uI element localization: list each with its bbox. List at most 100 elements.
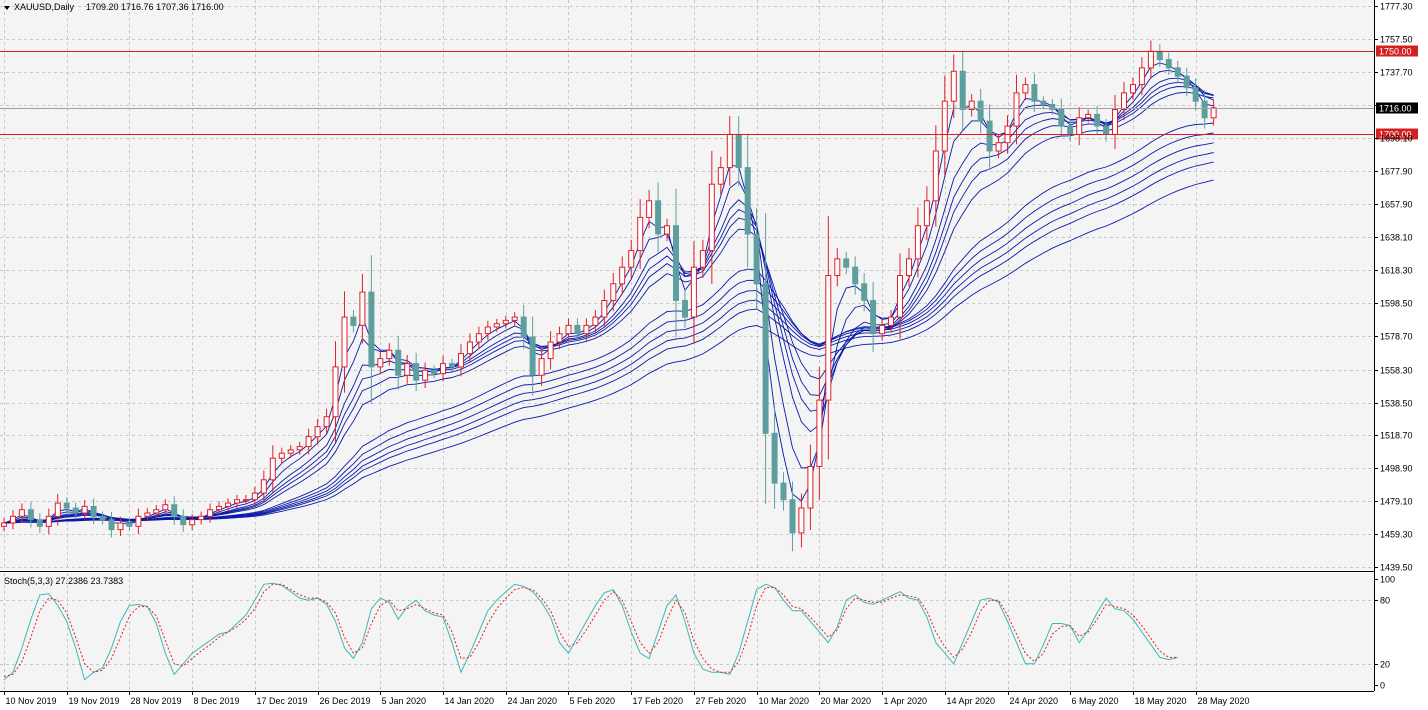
price-tick-label: 1737.70: [1380, 68, 1413, 78]
time-tick-label: 20 Mar 2020: [821, 696, 872, 706]
candle-body: [825, 275, 832, 401]
candle-body: [368, 291, 375, 368]
candle-body: [1174, 67, 1181, 77]
main-plot-area[interactable]: [0, 0, 1374, 570]
time-tick-label: 27 Feb 2020: [696, 696, 747, 706]
candle-body: [502, 319, 509, 325]
candle-body: [655, 200, 662, 235]
time-tick-label: 26 Dec 2019: [320, 696, 371, 706]
price-tick-label: 1618.30: [1380, 266, 1413, 276]
candle-body: [664, 225, 670, 235]
candle-body: [484, 326, 491, 335]
price-axis: 1777.30 1757.50 1737.70 1698.10 1677.90 1657.…: [1374, 2, 1413, 573]
candle-body: [601, 300, 608, 318]
candle-body: [1058, 109, 1065, 127]
candle-body: [914, 225, 921, 260]
time-tick-label: 14 Jan 2020: [445, 696, 495, 706]
candle-body: [699, 250, 706, 268]
price-tick-label: 1757.50: [1380, 35, 1413, 45]
candle-body: [171, 504, 178, 517]
candle-body: [592, 316, 599, 326]
candle-body: [950, 70, 957, 102]
candle-body: [1, 522, 7, 527]
ma-line-60: [3, 179, 1214, 524]
candle-body: [637, 216, 644, 252]
candle-body: [81, 505, 88, 514]
candle-body: [870, 300, 877, 335]
stoch-tick-label: 80: [1380, 596, 1390, 606]
candle-body: [135, 515, 142, 527]
time-tick-label: 14 Apr 2020: [947, 696, 996, 706]
time-tick-label: 6 May 2020: [1072, 696, 1119, 706]
candle-body: [1201, 100, 1208, 119]
candle-body: [798, 507, 805, 534]
stoch-tick-label: 0: [1380, 681, 1385, 691]
candle-body: [1085, 113, 1092, 119]
time-tick-label: 24 Apr 2020: [1010, 696, 1059, 706]
candle-body: [879, 324, 886, 335]
candle-body: [565, 324, 572, 335]
candle-body: [1147, 50, 1154, 69]
stoch-signal-line: [3, 583, 1178, 677]
price-level-tag: [1376, 128, 1418, 140]
candle-body: [1130, 84, 1136, 94]
candle-body: [413, 363, 420, 381]
candle-body: [574, 324, 581, 335]
price-tick-label: 1498.90: [1380, 464, 1413, 474]
price-tick-label: 1479.10: [1380, 497, 1413, 507]
candle-body: [108, 519, 115, 531]
candle-body: [72, 507, 79, 514]
candle-body: [923, 200, 930, 227]
candle-body: [466, 341, 473, 355]
time-tick-label: 19 Nov 2019: [69, 696, 120, 706]
candle-body: [287, 449, 294, 454]
candle-body: [278, 452, 285, 459]
candle-body: [90, 505, 97, 517]
candle-body: [511, 316, 518, 321]
price-tick-label: 1558.30: [1380, 366, 1413, 376]
candle-body: [1138, 67, 1145, 86]
candle-body: [1067, 125, 1074, 135]
candle-body: [1183, 75, 1190, 89]
collapse-triangle-icon[interactable]: [4, 6, 10, 10]
candle-body: [1094, 113, 1101, 127]
candle-body: [314, 426, 321, 438]
candle-body: [1112, 109, 1118, 135]
candle-body: [493, 323, 500, 328]
current-price-tag: [1376, 102, 1418, 114]
candle-body: [717, 167, 724, 185]
time-tick-label: 17 Feb 2020: [633, 696, 684, 706]
candle-body: [207, 509, 214, 517]
chart-symbol-label: XAUUSD,Daily: [14, 2, 75, 12]
candle-body: [10, 515, 16, 524]
candle-body: [583, 324, 590, 335]
candle-body: [520, 316, 527, 338]
horizontal-levels[interactable]: 1750.00 1700.00 1716.00: [0, 45, 1418, 140]
candle-body: [628, 250, 635, 268]
candle-body: [762, 283, 769, 434]
candle-body: [260, 479, 267, 494]
candle-body: [690, 266, 697, 318]
candle-body: [341, 316, 348, 368]
candle-body: [1013, 92, 1020, 127]
candle-body: [1031, 84, 1038, 102]
candle-body: [153, 509, 160, 514]
candle-body: [780, 482, 787, 501]
chart-ohlc-label: 1709.20 1716.76 1707.36 1716.00: [86, 2, 224, 12]
stochastic-plot-area[interactable]: [0, 573, 1374, 691]
candle-body: [897, 275, 903, 318]
candle-body: [968, 100, 975, 110]
candle-body: [189, 519, 196, 526]
candle-body: [735, 133, 742, 169]
candle-body: [225, 502, 231, 507]
time-tick-label: 28 Nov 2019: [131, 696, 182, 706]
candle-body: [1022, 84, 1029, 94]
candle-body: [941, 100, 948, 152]
time-tick-label: 17 Dec 2019: [257, 696, 308, 706]
candle-body: [18, 509, 25, 517]
candle-body: [475, 333, 482, 343]
candle-body: [332, 366, 339, 418]
time-tick-label: 8 Dec 2019: [194, 696, 240, 706]
candle-body: [744, 167, 751, 235]
